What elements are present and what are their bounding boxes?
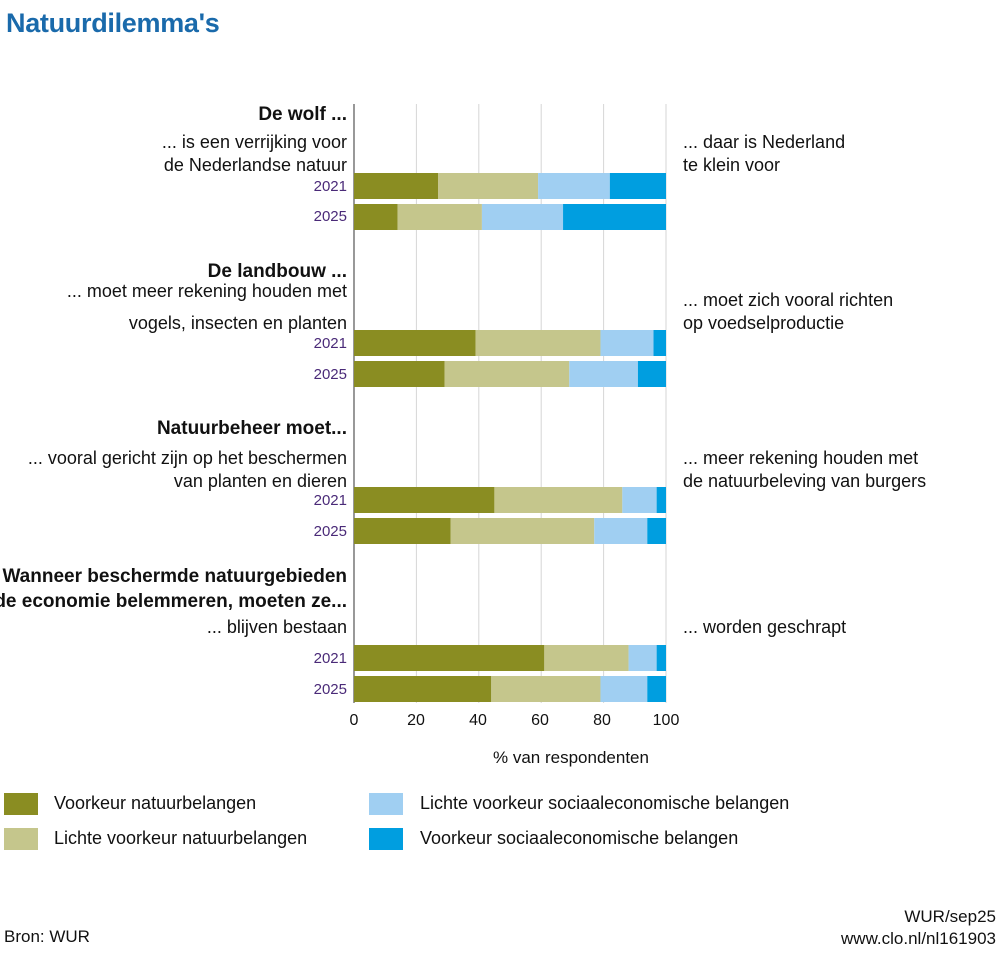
bar-segment <box>609 173 666 199</box>
url-text: www.clo.nl/nl161903 <box>841 929 996 948</box>
bar-segment <box>494 487 623 513</box>
x-tick-label: 100 <box>652 712 680 729</box>
bar-segment <box>622 487 657 513</box>
bar-segment <box>538 173 610 199</box>
page-title: Natuurdilemma's <box>6 8 220 38</box>
bar-segment <box>444 361 570 387</box>
statement-line: ... worden geschrapt <box>683 617 847 637</box>
credit-text: WUR/sep25 <box>904 907 996 926</box>
statement-line: vogels, insecten en planten <box>128 313 347 333</box>
bar-segment <box>569 361 638 387</box>
bar-segment <box>637 361 666 387</box>
statement-line: de natuurbeleving van burgers <box>683 471 927 491</box>
statement-line: ... moet meer rekening houden met <box>66 281 347 301</box>
bar-segment <box>438 173 539 199</box>
bar-segment <box>354 204 398 230</box>
x-tick-label: 60 <box>531 712 549 729</box>
legend-swatch <box>369 828 403 850</box>
bar-segment <box>544 645 629 671</box>
bar-segment <box>450 518 595 544</box>
x-tick-label: 20 <box>407 712 425 729</box>
heading-line: De wolf ... <box>258 104 347 125</box>
credit-block: WUR/sep25 www.clo.nl/nl161903 <box>841 906 996 950</box>
left-statement: ... moet meer rekening houden met vogels… <box>0 280 347 335</box>
right-statement: ... meer rekening houden met de natuurbe… <box>683 447 926 493</box>
legend-swatch <box>4 828 38 850</box>
bar-segment <box>491 676 601 702</box>
x-axis-label: % van respondenten <box>493 748 649 767</box>
statement-line: ... daar is Nederland <box>683 132 846 152</box>
bar-segment <box>354 173 439 199</box>
legend-label: Lichte voorkeur natuurbelangen <box>54 828 308 848</box>
bar-segment <box>354 676 492 702</box>
legend-label: Voorkeur natuurbelangen <box>54 793 257 813</box>
bar-segment <box>354 518 451 544</box>
year-label: 2021 <box>313 650 347 667</box>
bar-segment <box>475 330 601 356</box>
left-statement: ... is een verrijking voor de Nederlands… <box>162 131 347 177</box>
heading-line: De landbouw ... <box>207 261 347 282</box>
statement-line: ... meer rekening houden met <box>683 448 919 468</box>
bar-segment <box>354 330 476 356</box>
year-label: 2025 <box>313 523 347 540</box>
group-heading: De landbouw ... <box>208 261 347 283</box>
group-heading: Natuurbeheer moet... <box>157 418 347 440</box>
right-statement: ... worden geschrapt <box>683 616 846 639</box>
statement-line: ... is een verrijking voor <box>161 132 347 152</box>
right-statement: ... moet zich vooral richten op voedselp… <box>683 289 893 335</box>
bar-segment <box>628 645 657 671</box>
bar-segment <box>481 204 564 230</box>
heading-line: Wanneer beschermde natuurgebieden <box>2 566 347 587</box>
left-statement: ... blijven bestaan <box>207 616 347 639</box>
bar-segment <box>354 645 545 671</box>
bar-segment <box>354 361 445 387</box>
legend-label: Voorkeur sociaaleconomische belangen <box>420 828 739 848</box>
bar-segment <box>656 487 666 513</box>
year-label: 2021 <box>313 335 347 352</box>
bar-segment <box>647 518 666 544</box>
bar-segment <box>354 487 495 513</box>
year-label: 2025 <box>313 366 347 383</box>
statement-line: op voedselproductie <box>683 313 845 333</box>
statement-line: van planten en dieren <box>173 471 347 491</box>
year-label: 2021 <box>313 178 347 195</box>
statement-line: ... blijven bestaan <box>206 617 347 637</box>
bar-segment <box>594 518 648 544</box>
bar-segment <box>600 676 648 702</box>
heading-line: Natuurbeheer moet... <box>156 418 347 439</box>
legend-swatch <box>4 793 38 815</box>
heading-line: de economie belemmeren, moeten ze... <box>0 591 347 612</box>
group-heading: Wanneer beschermde natuurgebieden de eco… <box>0 564 347 614</box>
legend-swatch <box>369 793 403 815</box>
bar-segment <box>656 645 666 671</box>
right-statement: ... daar is Nederland te klein voor <box>683 131 845 177</box>
statement-line: de Nederlandse natuur <box>163 155 347 175</box>
x-tick-label: 80 <box>593 712 611 729</box>
group-heading: De wolf ... <box>258 104 347 126</box>
left-statement: ... vooral gericht zijn op het bescherme… <box>28 447 347 493</box>
year-label: 2025 <box>313 681 347 698</box>
year-label: 2025 <box>313 208 347 225</box>
statement-line: te klein voor <box>683 155 781 175</box>
x-tick-label: 40 <box>469 712 487 729</box>
x-tick-label: 0 <box>349 712 359 729</box>
statement-line: ... vooral gericht zijn op het bescherme… <box>27 448 347 468</box>
bar-segment <box>563 204 666 230</box>
bar-segment <box>397 204 482 230</box>
legend-label: Lichte voorkeur sociaaleconomische belan… <box>420 793 790 813</box>
year-label: 2021 <box>313 492 347 509</box>
bar-segment <box>653 330 666 356</box>
bar-segment <box>647 676 666 702</box>
bar-segment <box>600 330 654 356</box>
source-text: Bron: WUR <box>4 927 90 946</box>
statement-line: ... moet zich vooral richten <box>683 290 894 310</box>
